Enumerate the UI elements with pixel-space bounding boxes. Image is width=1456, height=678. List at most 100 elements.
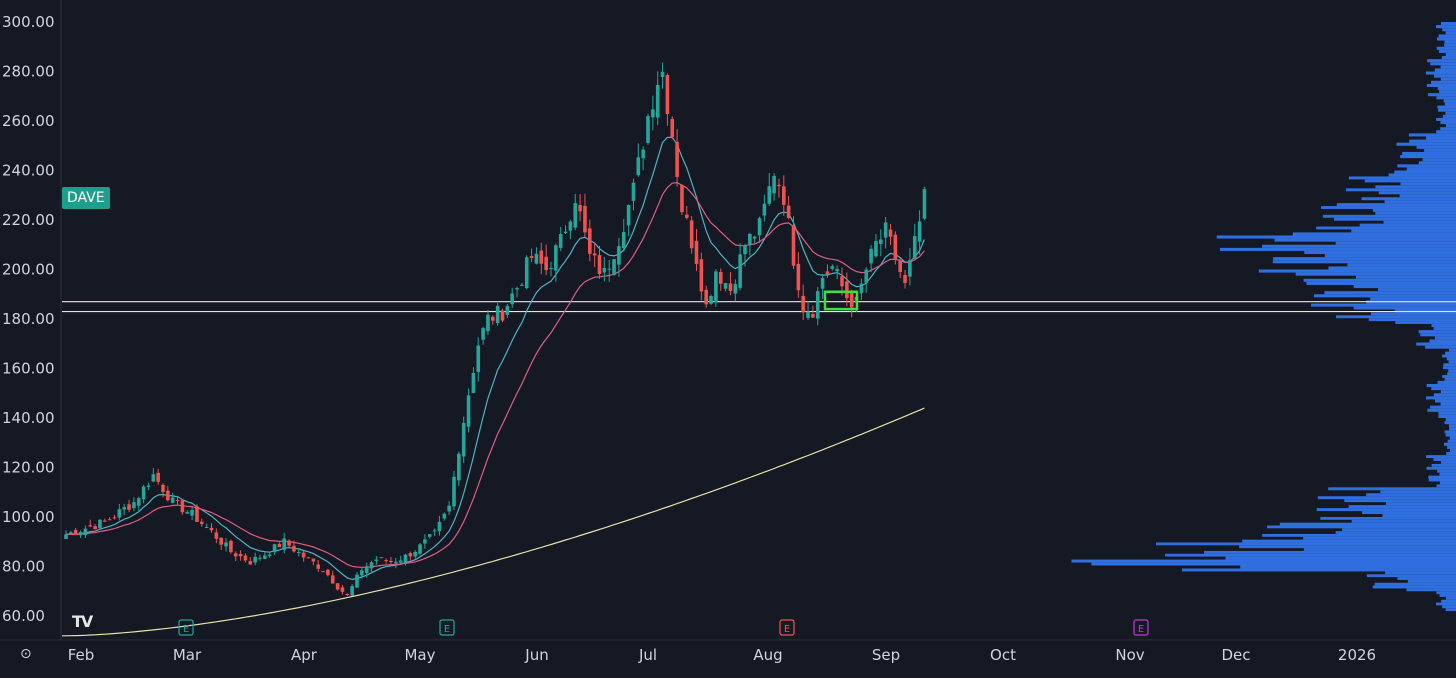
candle-body [466, 395, 471, 427]
candle-body [277, 543, 282, 548]
candle-body [772, 176, 776, 194]
candle-body [78, 532, 83, 536]
volume-profile-bar [1310, 303, 1456, 307]
candle-body [326, 569, 330, 576]
volume-profile-bar [1400, 182, 1456, 186]
volume-profile-bar [1328, 266, 1456, 270]
volume-profile-bar [1438, 108, 1456, 112]
x-tick-label: Dec [1221, 646, 1250, 664]
volume-profile-bar [1441, 22, 1456, 26]
volume-profile-bar [1292, 232, 1456, 236]
volume-profile-bar [1313, 294, 1456, 298]
volume-profile-bar [1258, 269, 1456, 273]
candle-body [340, 587, 345, 592]
y-tick-label: 240.00 [2, 162, 55, 180]
volume-profile-bar [1372, 208, 1456, 212]
candle-body [680, 184, 684, 213]
volume-profile-bar [1433, 393, 1456, 397]
volume-profile-bar [1366, 574, 1456, 578]
candle-body [481, 328, 485, 340]
candle-body [597, 255, 602, 275]
volume-profile-bar [1448, 369, 1456, 373]
candlesticks[interactable] [64, 62, 927, 597]
volume-profile-bar [1344, 499, 1456, 503]
volume-profile-bar [1418, 330, 1456, 334]
volume-profile-bar [1436, 25, 1456, 29]
candle-body [141, 486, 146, 500]
volume-profile-bar [1436, 46, 1456, 50]
candle-body [394, 561, 398, 564]
y-tick-label: 280.00 [2, 63, 55, 81]
candle-body [728, 283, 733, 291]
candle-body [355, 574, 359, 588]
volume-profile-bar [1439, 472, 1456, 476]
volume-profile-bar [1295, 272, 1456, 276]
volume-profile-bar [1449, 427, 1456, 431]
volume-profile-bar [1449, 448, 1456, 453]
volume-profile-bar [1442, 354, 1456, 358]
highlight-box [823, 290, 859, 311]
volume-profile-bar [1442, 114, 1456, 118]
volume-profile-bar [1408, 133, 1456, 137]
candle-body [297, 552, 301, 554]
volume-profile-bar [1433, 327, 1456, 331]
candle-body [883, 222, 888, 238]
volume-profile-bar [1441, 599, 1456, 603]
volume-profile-bar [1355, 275, 1456, 279]
volume-profile-bar [1395, 321, 1456, 324]
volume-profile-bar [1445, 124, 1456, 128]
candle-body [811, 314, 815, 318]
volume-profile-bar [1240, 565, 1456, 569]
y-tick-label: 140.00 [2, 409, 55, 427]
volume-profile-bar [1444, 40, 1456, 44]
volume-profile-bar [1071, 559, 1456, 563]
candle-body [922, 189, 927, 219]
volume-profile-bar [1347, 263, 1456, 267]
x-axis[interactable]: Feb Mar Apr May Jun Jul Aug Sep Oct Nov Dec 2026 [0, 639, 1456, 664]
volume-profile-bar [1396, 142, 1456, 146]
candle-body [888, 229, 893, 237]
volume-profile-bar [1346, 188, 1456, 192]
volume-profile-bar [1374, 582, 1456, 586]
volume-profile-bar [1449, 436, 1456, 440]
volume-profile-bar [1427, 408, 1456, 412]
volume-profile-bar [1262, 244, 1456, 248]
volume-profile-bar [1370, 312, 1456, 316]
x-tick-label: Oct [990, 646, 1016, 664]
volume-profile-bar [1384, 200, 1456, 204]
candle-body [136, 498, 141, 506]
volume-profile-bar [1448, 360, 1456, 364]
volume-profile-bar [1385, 571, 1456, 575]
horizontal-levels[interactable] [62, 301, 1456, 313]
volume-profile-bar [1447, 439, 1456, 443]
candle-body [180, 500, 185, 513]
volume-profile-bar [1439, 594, 1456, 597]
volume-profile [1071, 22, 1456, 612]
settings-icon[interactable]: ⊙ [20, 646, 32, 662]
candle-body [908, 260, 912, 277]
volume-profile-bar [1427, 93, 1456, 97]
y-tick-label: 180.00 [2, 310, 55, 328]
volume-profile-bar [1368, 318, 1456, 322]
volume-profile-bar [1383, 220, 1456, 224]
x-tick-label: Mar [173, 646, 202, 664]
volume-profile-bar [1165, 553, 1456, 557]
candle-body [403, 554, 408, 563]
candle-body [505, 305, 510, 315]
volume-profile-bar [1433, 458, 1456, 461]
earnings-marker [178, 619, 194, 636]
candle-body [491, 316, 495, 321]
volume-profile-bar [1216, 235, 1456, 239]
y-axis[interactable]: 300.00 280.00 260.00 240.00 220.00 200.00 180.… [2, 0, 62, 640]
volume-profile-bar [1444, 421, 1456, 425]
volume-profile-bar [1437, 86, 1456, 91]
candle-body [612, 259, 616, 275]
volume-profile-bar [1431, 80, 1456, 84]
volume-profile-bar [1397, 577, 1456, 580]
candle-body [617, 246, 621, 265]
ticker-badge: DAVE [62, 187, 110, 209]
volume-profile-bar [1449, 348, 1456, 352]
